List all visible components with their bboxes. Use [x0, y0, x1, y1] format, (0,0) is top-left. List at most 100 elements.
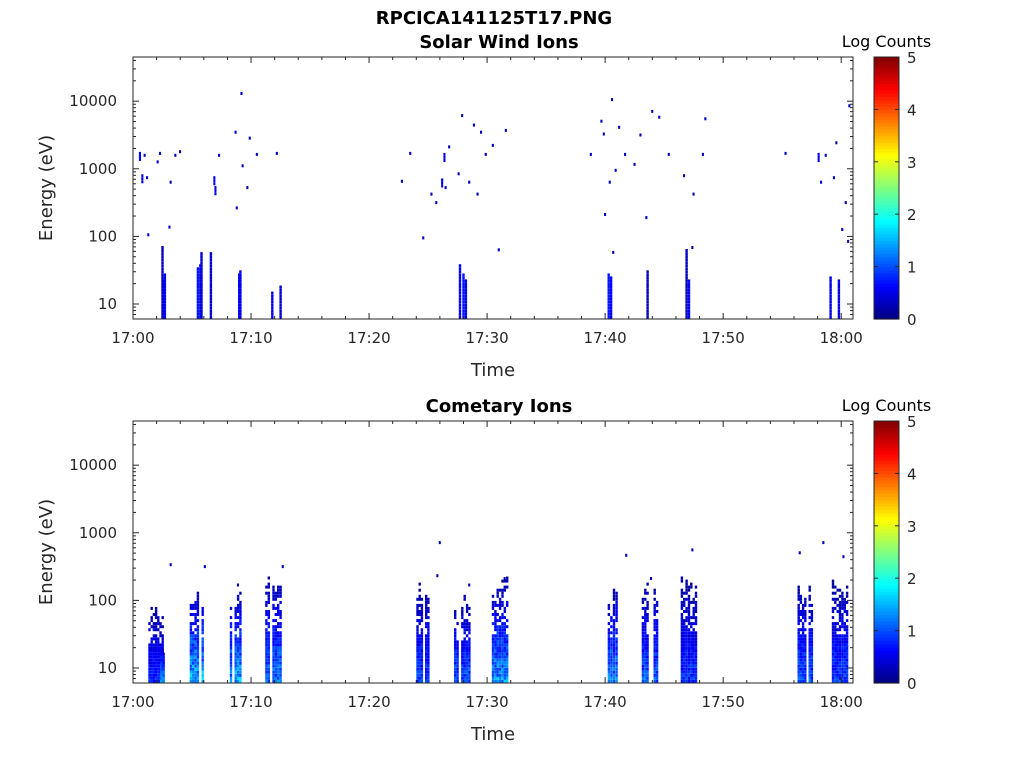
data-cell — [612, 658, 616, 662]
data-cell — [810, 610, 814, 613]
data-cell — [427, 673, 430, 677]
data-cell — [829, 316, 832, 319]
data-cell — [690, 600, 693, 604]
data-cell — [831, 610, 835, 613]
data-cell — [831, 655, 835, 659]
data-cell — [845, 658, 849, 662]
data-cell — [501, 622, 504, 626]
data-cell — [612, 603, 616, 607]
data-cell — [274, 640, 277, 644]
colorbar-swatch — [874, 578, 899, 583]
data-cell — [685, 249, 688, 252]
data-cell — [418, 603, 421, 607]
data-cell — [462, 279, 465, 283]
data-cell — [239, 606, 242, 610]
data-cell — [506, 625, 509, 629]
data-cell — [468, 649, 471, 653]
data-cell — [644, 637, 647, 641]
data-cell — [680, 637, 684, 641]
data-cell — [154, 664, 158, 668]
colorbar-swatch — [874, 263, 899, 268]
data-cell — [265, 646, 268, 650]
data-cell — [797, 676, 800, 680]
data-cell — [610, 640, 613, 644]
x-tick-label: 17:40 — [584, 329, 627, 347]
data-cell — [641, 673, 645, 677]
data-cell — [279, 300, 282, 304]
data-cell — [607, 613, 611, 616]
data-cell — [680, 594, 684, 598]
data-cell — [646, 634, 649, 638]
data-cell — [420, 680, 424, 683]
data-cell — [454, 664, 457, 668]
data-cell — [685, 628, 688, 632]
data-cell — [443, 159, 446, 162]
data-cell — [653, 658, 656, 662]
data-cell — [196, 658, 200, 662]
colorbar-swatch — [874, 89, 899, 94]
data-cell — [152, 646, 156, 650]
data-cell — [801, 628, 805, 632]
data-cell — [799, 643, 803, 647]
data-cell — [834, 680, 837, 683]
data-cell — [213, 176, 216, 180]
data-cell — [503, 588, 506, 592]
data-cell — [196, 312, 200, 316]
data-cell — [694, 670, 698, 674]
colorbar-swatch — [874, 210, 899, 215]
data-cell — [498, 661, 502, 665]
colorbar-swatch — [874, 660, 899, 664]
data-cell — [277, 676, 280, 680]
data-cell — [420, 597, 424, 601]
data-cell — [274, 673, 277, 677]
data-cell — [272, 637, 275, 641]
data-cell — [694, 610, 698, 613]
colorbar-swatch — [874, 512, 899, 517]
data-cell — [425, 646, 428, 650]
colorbar-swatch — [874, 253, 899, 258]
data-cell — [845, 655, 849, 659]
data-cell — [162, 676, 165, 680]
data-cell — [465, 673, 469, 677]
data-cell — [461, 661, 464, 665]
data-cell — [836, 649, 839, 653]
data-cell — [416, 637, 419, 641]
data-cell — [607, 646, 611, 650]
data-cell — [841, 646, 844, 650]
y-tick-label: 10000 — [69, 92, 117, 110]
data-cell — [420, 613, 424, 616]
data-cell — [692, 655, 695, 659]
data-cell — [797, 619, 800, 623]
data-cell — [454, 610, 457, 613]
data-cell — [196, 285, 200, 289]
data-cell — [841, 664, 844, 668]
data-cell — [454, 637, 457, 641]
data-cell — [820, 180, 823, 184]
data-cell — [609, 306, 613, 310]
data-cell — [799, 619, 803, 623]
data-cell — [607, 655, 611, 659]
data-cell — [799, 661, 803, 665]
data-cell — [808, 676, 811, 680]
data-cell — [425, 634, 428, 638]
data-cell — [694, 594, 698, 598]
data-cell — [425, 600, 428, 604]
data-cell — [152, 676, 156, 680]
colorbar-swatch — [874, 463, 899, 468]
data-cell — [279, 297, 282, 301]
colorbar-swatch — [874, 624, 899, 628]
data-cell — [196, 667, 200, 671]
data-cell — [416, 640, 419, 644]
data-cell — [234, 637, 237, 641]
data-cell — [644, 667, 647, 671]
data-cell — [441, 178, 444, 182]
data-cell — [189, 652, 193, 656]
data-cell — [157, 652, 160, 656]
data-cell — [615, 606, 618, 610]
data-cell — [808, 658, 811, 662]
data-cell — [683, 680, 686, 683]
data-cell — [468, 655, 471, 659]
data-cell — [162, 282, 165, 286]
data-cell — [464, 306, 468, 310]
data-cell — [644, 597, 647, 601]
